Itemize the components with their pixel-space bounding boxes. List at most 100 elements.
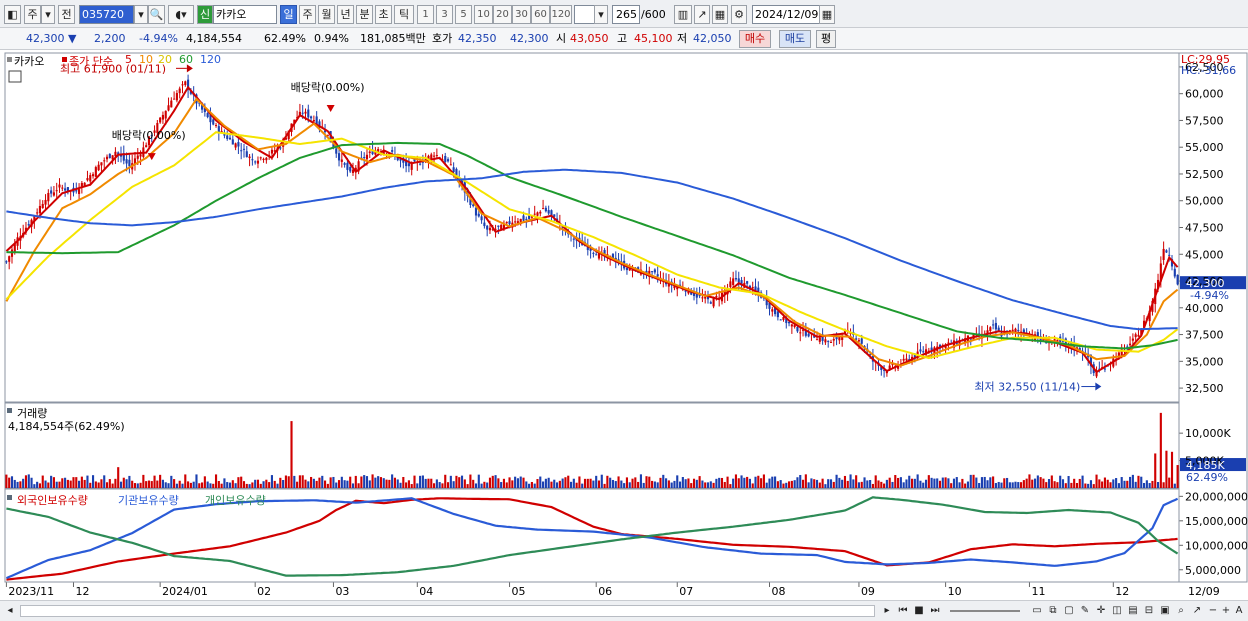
volume-bar xyxy=(33,484,36,488)
copy-icon[interactable]: ▢ xyxy=(1064,605,1074,616)
volume-bar xyxy=(804,474,807,488)
zoom-slider[interactable] xyxy=(950,610,1020,612)
export-icon[interactable]: ⊟ xyxy=(1144,605,1154,616)
candle-body xyxy=(315,116,318,125)
rewind-icon[interactable]: ⏮ xyxy=(898,605,908,616)
zoom-in-icon[interactable]: ↗ xyxy=(1192,605,1202,616)
candle-body xyxy=(343,163,346,165)
cross-icon[interactable]: ✛ xyxy=(1096,605,1106,616)
volume-bar xyxy=(978,482,981,488)
candle-body xyxy=(553,214,556,217)
interval-1[interactable]: 1 xyxy=(417,5,434,24)
volume-bar xyxy=(198,483,201,488)
scroll-track[interactable] xyxy=(20,605,875,617)
volume-bar xyxy=(181,483,184,488)
x-tick-label: 2024/01 xyxy=(162,585,208,598)
candle-body xyxy=(841,336,844,340)
buy-button[interactable]: 매수 xyxy=(739,30,771,48)
interval-30[interactable]: 30 xyxy=(512,5,531,24)
add-icon[interactable]: + xyxy=(1221,605,1231,616)
volume-bar xyxy=(242,481,246,488)
forward-icon[interactable]: ⏭ xyxy=(930,605,940,616)
candle-body xyxy=(544,207,547,212)
period-jeon-button[interactable]: 전 xyxy=(58,5,75,24)
tab-second[interactable]: 초 xyxy=(375,5,392,24)
font-icon[interactable]: A xyxy=(1235,605,1243,616)
bottom-scrollbar[interactable]: ◂ ▸ ⏮ ■ ⏭ ▭ ⧉ ▢ ✎ ✛ ◫ ▤ ⊟ ▣ ⌕ ↗ − + A xyxy=(0,600,1248,621)
code-dropdown-icon[interactable]: ▾ xyxy=(134,5,148,24)
candle-body xyxy=(150,135,153,137)
average-button[interactable]: 평 xyxy=(816,30,836,48)
candle-body xyxy=(595,254,598,256)
scroll-left-icon[interactable]: ◂ xyxy=(7,605,13,616)
volume-bar xyxy=(1117,483,1120,488)
window-split-icon[interactable]: ◫ xyxy=(1112,605,1122,616)
interval-10[interactable]: 10 xyxy=(474,5,493,24)
grid-icon[interactable]: ▦ xyxy=(712,5,728,24)
candle-body xyxy=(746,281,749,284)
volume-bar xyxy=(474,483,478,488)
stock-code-input[interactable]: 035720 xyxy=(79,5,134,24)
volume-bar xyxy=(265,479,268,488)
draw-icon[interactable]: ✎ xyxy=(1080,605,1090,616)
calendar-icon[interactable]: ▦ xyxy=(819,5,835,24)
sell-button[interactable]: 매도 xyxy=(779,30,811,48)
speaker-icon[interactable]: ◖▾ xyxy=(168,5,194,24)
volume-bar xyxy=(1145,480,1148,488)
stock-chart[interactable]: 2023/11 12 2024/01 02 03 04 05 06 07 08 09 10 11 12 12… xyxy=(0,50,1248,600)
tab-year[interactable]: 년 xyxy=(337,5,354,24)
search-icon[interactable]: 🔍 xyxy=(148,5,165,24)
candle-body xyxy=(1073,343,1076,350)
tab-week[interactable]: 주 xyxy=(299,5,316,24)
candle-body xyxy=(804,329,807,336)
volume-bar xyxy=(748,478,751,488)
period-ju-button[interactable]: 주 xyxy=(24,5,41,24)
scroll-right-icon[interactable]: ▸ xyxy=(884,605,890,616)
interval-dropdown-icon[interactable]: ▾ xyxy=(594,5,608,24)
volume-bar xyxy=(214,474,218,488)
volume-bar xyxy=(642,482,645,488)
interval-3[interactable]: 3 xyxy=(436,5,453,24)
candle-body xyxy=(287,130,290,140)
candle-body xyxy=(181,84,184,86)
compare-icon[interactable]: ⧉ xyxy=(1049,605,1057,616)
indicator-icon[interactable]: ↗ xyxy=(694,5,710,24)
tab-day[interactable]: 일 xyxy=(280,5,297,24)
volume-bar xyxy=(89,482,92,488)
tab-tick[interactable]: 틱 xyxy=(394,5,414,24)
candle-body xyxy=(391,150,394,152)
volume-bar xyxy=(16,481,19,488)
interval-60[interactable]: 60 xyxy=(531,5,550,24)
interval-120[interactable]: 120 xyxy=(550,5,572,24)
volume-bar xyxy=(19,481,22,488)
tab-minute[interactable]: 분 xyxy=(356,5,373,24)
volume-bar xyxy=(894,475,897,488)
interval-20[interactable]: 20 xyxy=(493,5,512,24)
gear-icon[interactable]: ⚙ xyxy=(731,5,747,24)
volume-bar xyxy=(1176,465,1179,488)
volume-bar xyxy=(818,482,821,488)
volume-bar xyxy=(27,474,30,488)
volume-bar xyxy=(1075,483,1079,488)
zoom-out-icon[interactable]: − xyxy=(1208,605,1218,616)
zoom-search-icon[interactable]: ⌕ xyxy=(1178,605,1184,616)
stop-icon[interactable]: ■ xyxy=(914,605,924,616)
save-icon[interactable]: ▣ xyxy=(1160,605,1170,616)
volume-bar xyxy=(564,477,567,488)
volume-bar xyxy=(922,482,925,488)
print-icon[interactable]: ▤ xyxy=(1128,605,1138,616)
stock-name-field[interactable]: 카카오 xyxy=(213,5,277,24)
chart-type-icon[interactable]: ▥ xyxy=(674,5,692,24)
layout-icon[interactable]: ▭ xyxy=(1032,605,1042,616)
candle-body xyxy=(883,369,886,371)
chevron-down-icon[interactable]: ▾ xyxy=(41,5,55,24)
credit-badge: 신 xyxy=(197,5,213,24)
interval-5[interactable]: 5 xyxy=(455,5,472,24)
trade-amount: 181,085백만 xyxy=(360,32,426,45)
volume-bar xyxy=(877,480,880,488)
tab-month[interactable]: 월 xyxy=(318,5,335,24)
x-tick-label: 2023/11 xyxy=(8,585,54,598)
window-icon[interactable]: ◧ xyxy=(4,5,21,24)
bar-count-input[interactable]: 265 xyxy=(612,5,640,24)
candle-body xyxy=(108,153,111,159)
